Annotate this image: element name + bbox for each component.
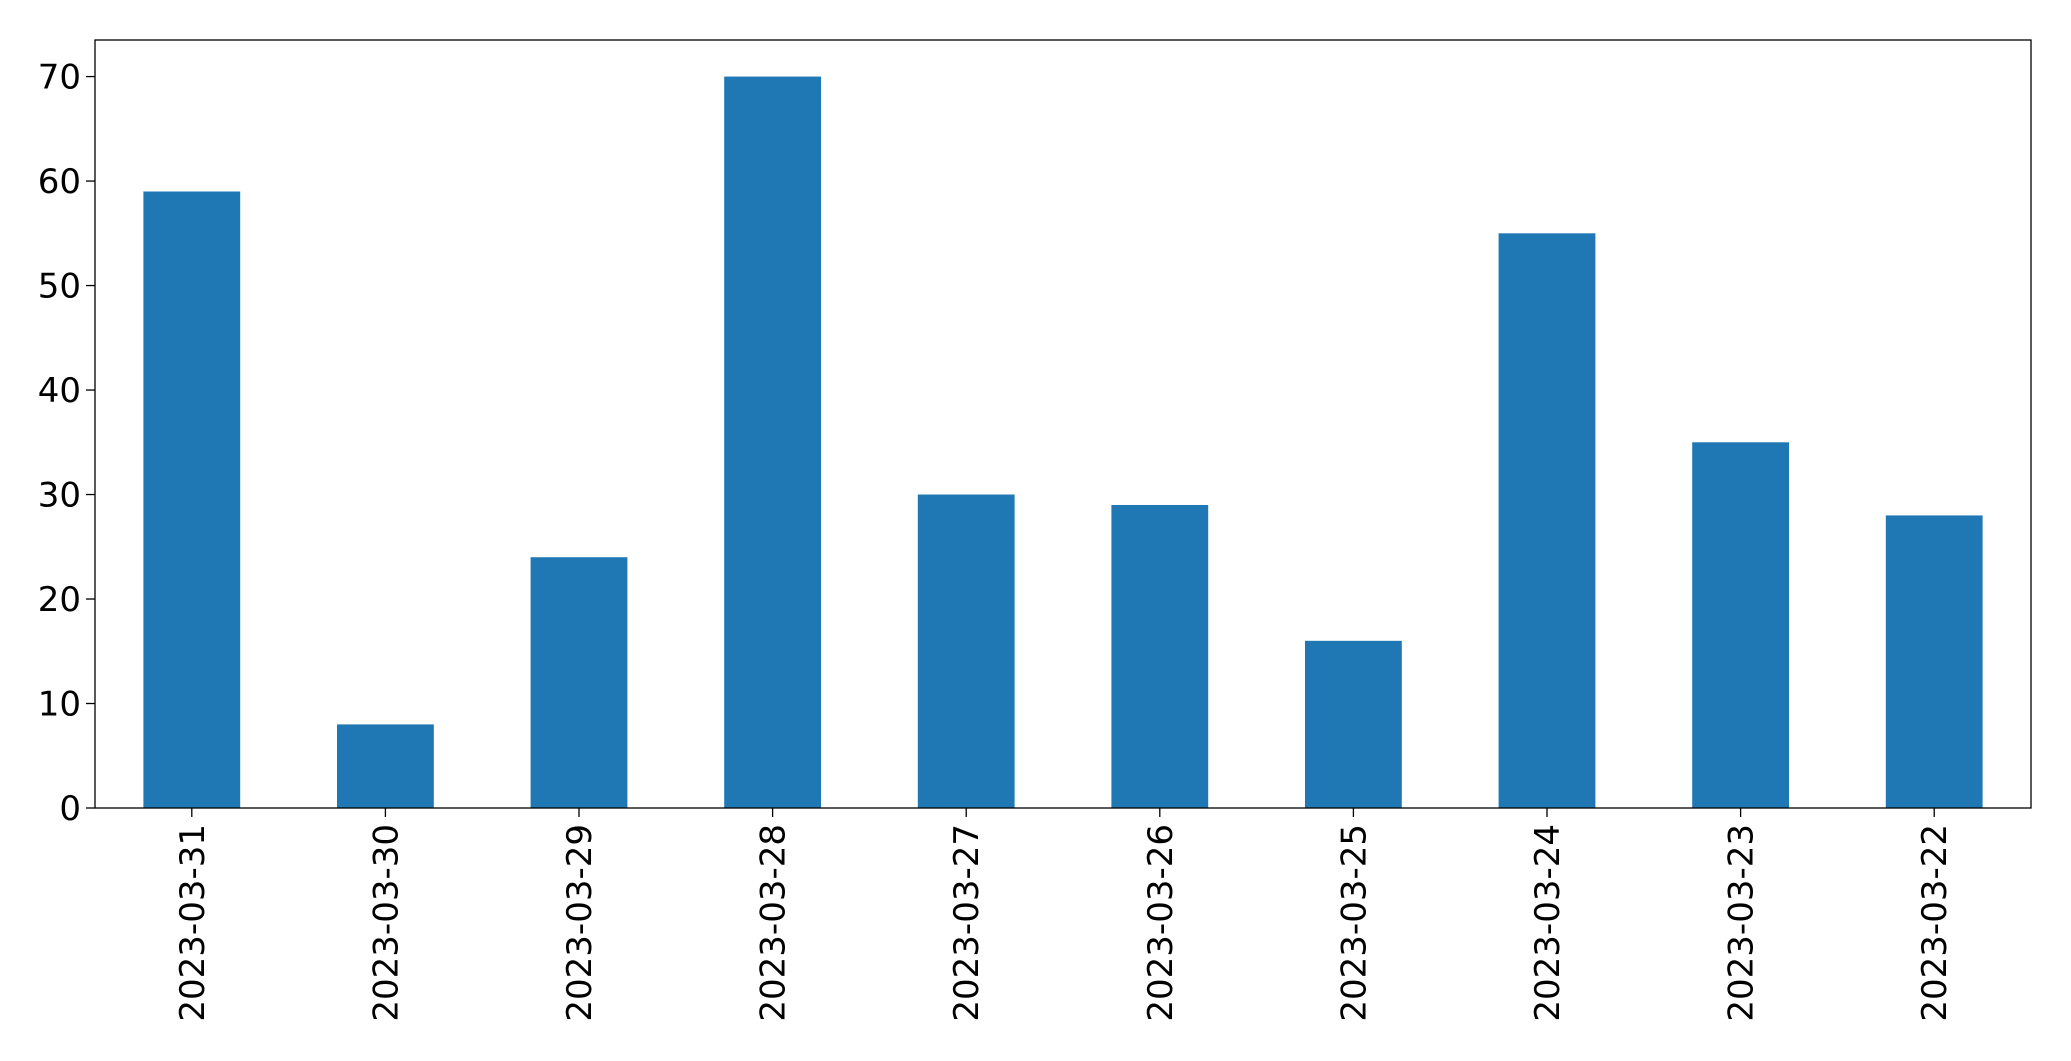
x-tick-label: 2023-03-27	[947, 824, 987, 1022]
x-tick-label: 2023-03-28	[754, 824, 794, 1022]
bar	[1498, 233, 1596, 808]
x-tick-label: 2023-03-23	[1722, 824, 1762, 1022]
bar	[143, 191, 241, 809]
y-tick-label: 10	[38, 685, 81, 725]
x-tick-label: 2023-03-29	[560, 824, 600, 1022]
bar	[337, 724, 434, 808]
y-tick-label: 20	[38, 580, 81, 620]
y-tick-label: 50	[38, 267, 81, 307]
bar	[1692, 442, 1789, 808]
x-tick-label: 2023-03-30	[366, 824, 406, 1022]
x-tick-label: 2023-03-24	[1528, 824, 1568, 1022]
plot-frame	[94, 39, 2032, 809]
bar	[530, 557, 628, 808]
bar	[1111, 504, 1209, 808]
bar	[1885, 515, 1983, 808]
bar	[1305, 640, 1402, 808]
bar	[724, 76, 821, 809]
x-tick-label: 2023-03-31	[173, 824, 213, 1022]
y-tick-label: 0	[59, 789, 81, 829]
y-tick-label: 70	[38, 58, 81, 98]
x-tick-label: 2023-03-25	[1334, 824, 1374, 1022]
y-tick-label: 40	[38, 371, 81, 411]
bar	[917, 494, 1015, 808]
y-tick-label: 60	[38, 162, 81, 202]
y-tick-label: 30	[38, 476, 81, 516]
x-tick-label: 2023-03-22	[1915, 824, 1955, 1022]
x-tick-label: 2023-03-26	[1141, 824, 1181, 1022]
